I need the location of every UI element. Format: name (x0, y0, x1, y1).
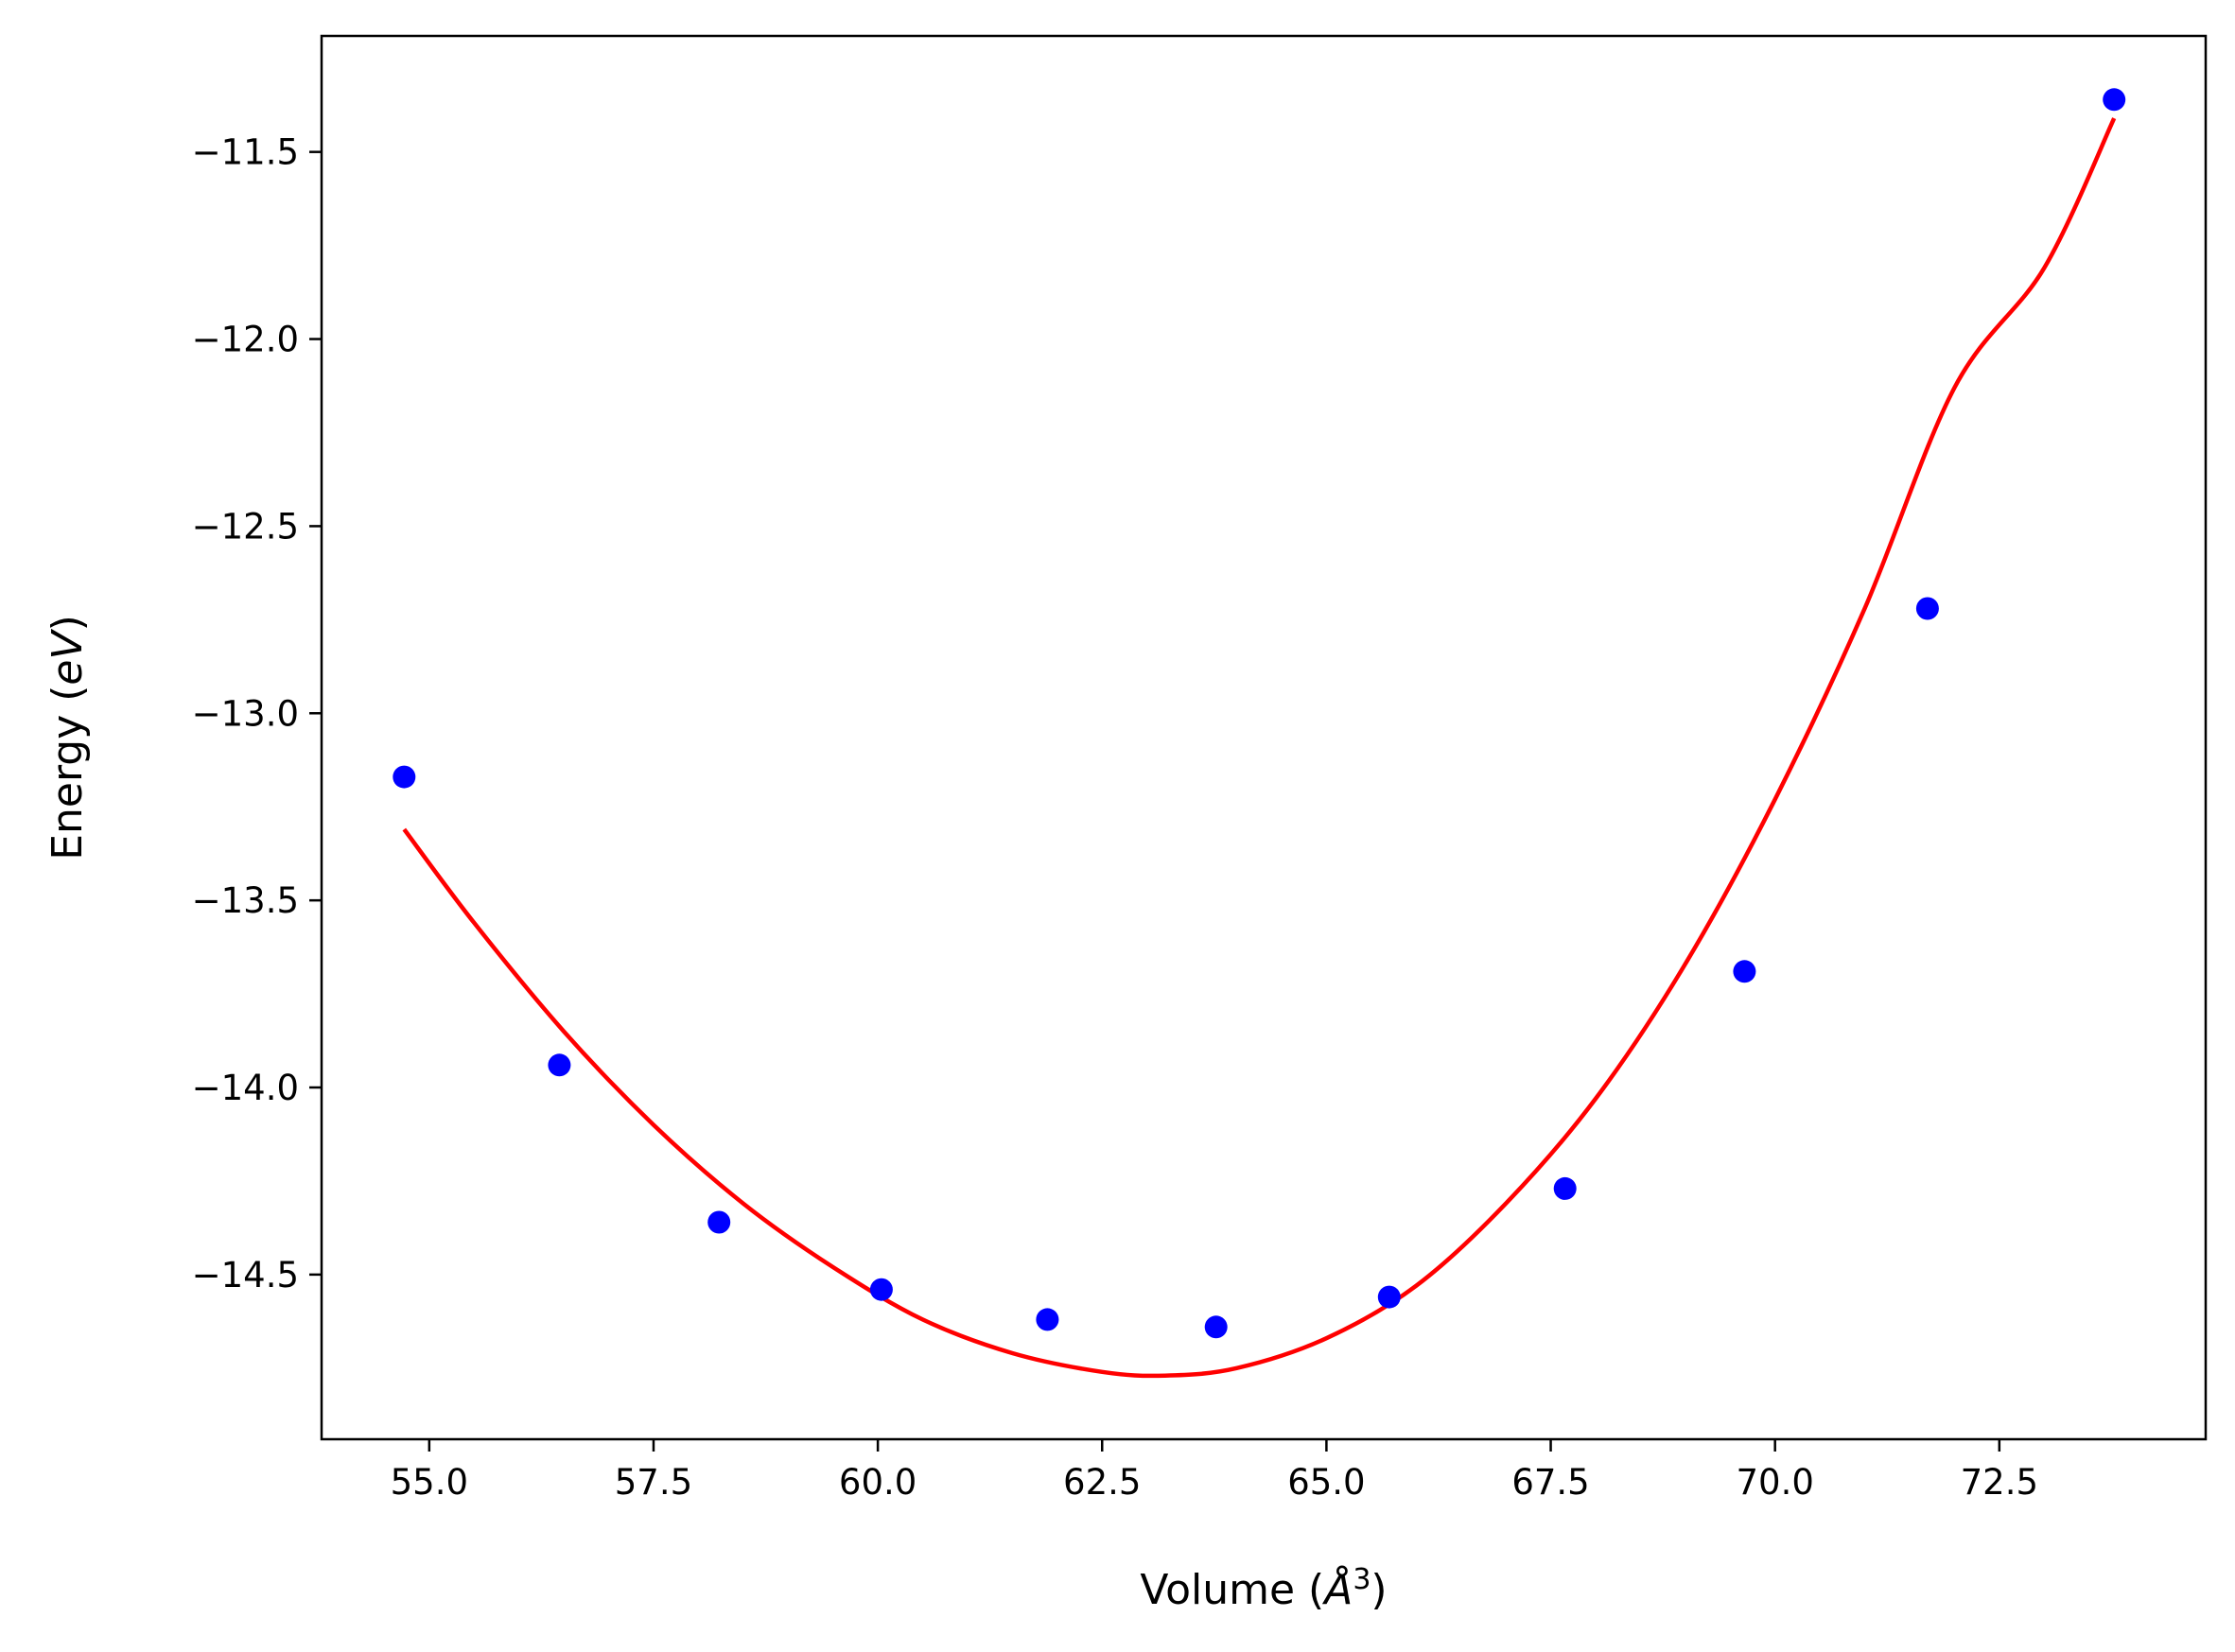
x-tick-label: 70.0 (1736, 1462, 1813, 1503)
x-axis-label-superscript: 3 (1353, 1563, 1371, 1596)
y-axis-label-unit: eV (44, 629, 92, 686)
y-axis-label: Energy (eV) (44, 615, 92, 861)
data-point (2103, 88, 2126, 112)
data-point (548, 1053, 571, 1077)
y-tick-label: −13.5 (192, 880, 299, 921)
y-tick-label: −12.5 (192, 506, 299, 547)
x-tick-label: 62.5 (1063, 1462, 1141, 1503)
plot-area (393, 88, 2126, 1379)
y-tick-label: −14.5 (192, 1255, 299, 1296)
x-tick-label: 72.5 (1961, 1462, 2038, 1503)
x-axis-label-close: ) (1371, 1566, 1387, 1614)
plot-frame (320, 34, 2208, 1441)
x-tick-label: 57.5 (615, 1462, 692, 1503)
y-tick-label: −12.0 (192, 320, 299, 360)
x-tick-label: 65.0 (1287, 1462, 1365, 1503)
data-point (1915, 597, 1939, 620)
y-tick-label: −14.0 (192, 1068, 299, 1108)
x-axis-label-unit: Å (1321, 1564, 1353, 1614)
x-tick-label: 55.0 (391, 1462, 468, 1503)
x-tick-label: 67.5 (1511, 1462, 1589, 1503)
y-tick-label: −13.0 (192, 693, 299, 734)
data-point (1733, 960, 1756, 983)
data-point (393, 765, 416, 789)
y-axis-label-text: Energy ( (44, 686, 92, 861)
data-point (1036, 1308, 1059, 1331)
fit-curve-line (402, 117, 2117, 1379)
x-axis-label-text: Volume ( (1140, 1566, 1324, 1614)
data-point (1377, 1285, 1401, 1309)
x-tick-label: 60.0 (839, 1462, 917, 1503)
data-point (1204, 1315, 1228, 1339)
y-axis-label-close: ) (44, 615, 92, 631)
y-tick-label: −11.5 (192, 132, 299, 173)
x-axis-label: Volume (Å3) (1140, 1563, 1387, 1614)
axis-ticks: 55.0 57.5 60.0 62.5 65.0 67.5 70.0 72.5 −11.5 −12… (192, 132, 2038, 1503)
data-point (869, 1278, 893, 1301)
data-point (1553, 1176, 1577, 1200)
data-point (707, 1210, 731, 1234)
